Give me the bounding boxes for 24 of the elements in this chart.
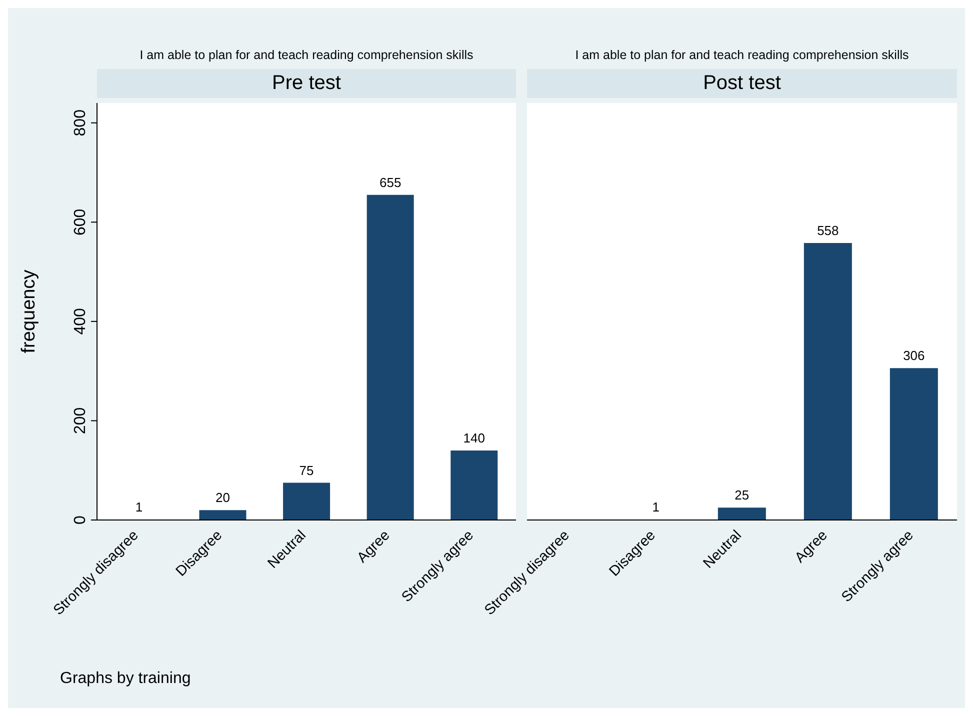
y-axis-title: frequency bbox=[18, 269, 40, 354]
text: Graphs by training bbox=[60, 670, 191, 688]
data-label: 306 bbox=[903, 348, 925, 364]
data-label: 655 bbox=[379, 174, 402, 190]
chart-title: Pre test bbox=[97, 69, 516, 98]
data-label: 140 bbox=[463, 430, 485, 446]
data-label: 20 bbox=[216, 490, 230, 506]
chart-subtitle: I am able to plan for and teach reading comprehension skills bbox=[574, 48, 910, 62]
bar bbox=[199, 510, 246, 520]
y-tick-label: 400 bbox=[72, 308, 89, 335]
y-tick-label: 0 bbox=[72, 515, 89, 524]
bar bbox=[283, 482, 330, 520]
data-label: 1 bbox=[135, 500, 143, 515]
data-label: 75 bbox=[299, 462, 314, 478]
chart-subtitle: I am able to plan for and teach reading comprehension skills bbox=[138, 48, 474, 62]
y-tick-label: 600 bbox=[72, 208, 89, 236]
data-label: 1 bbox=[652, 500, 660, 515]
y-tick-label: 800 bbox=[72, 109, 89, 136]
bar bbox=[366, 194, 414, 520]
chart-title: Post test bbox=[527, 69, 957, 98]
data-label: 558 bbox=[817, 222, 839, 238]
y-tick-label: 200 bbox=[72, 407, 89, 434]
bar bbox=[450, 450, 498, 520]
data-label: 25 bbox=[734, 488, 750, 503]
